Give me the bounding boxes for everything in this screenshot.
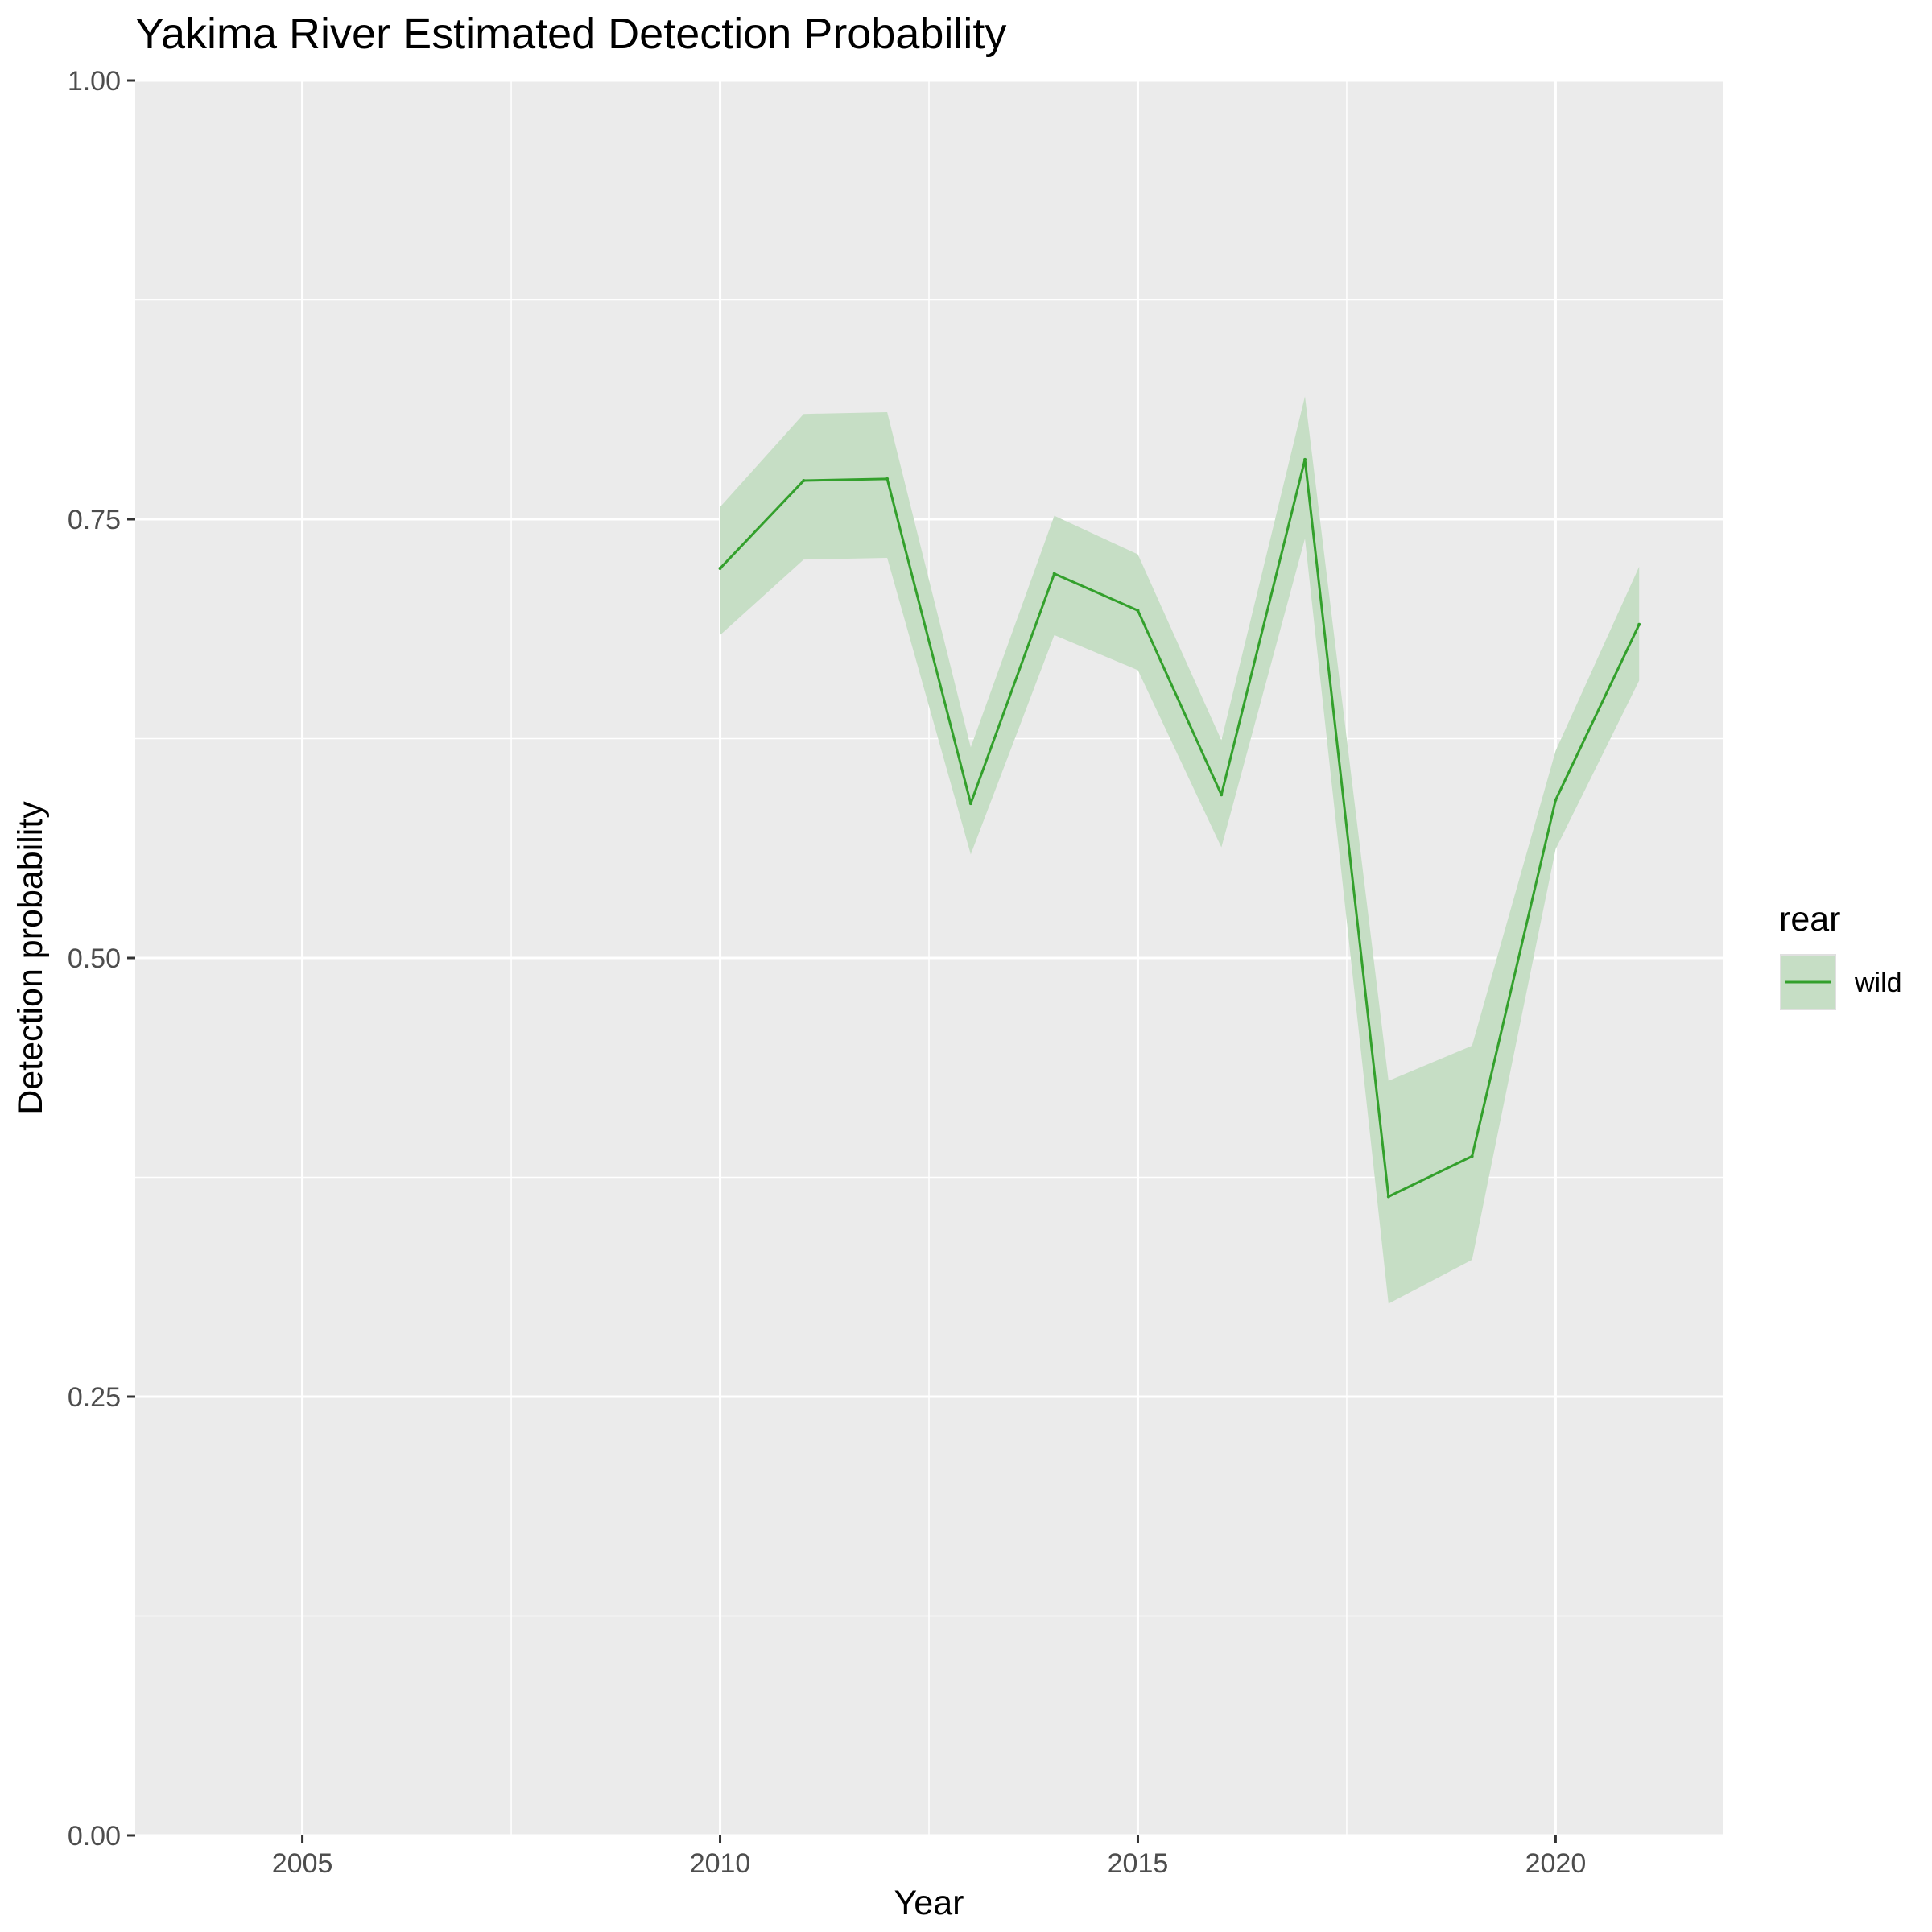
legend-title: rear bbox=[1779, 900, 1840, 939]
chart-title: Yakima River Estimated Detection Probabi… bbox=[135, 10, 1006, 58]
x-tick-label: 2010 bbox=[690, 1848, 751, 1879]
y-tick-label: 0.75 bbox=[68, 505, 121, 535]
y-tick-label: 0.00 bbox=[68, 1821, 121, 1852]
ribbon-wild bbox=[720, 396, 1640, 1304]
point-wild-2014 bbox=[1052, 572, 1056, 576]
line-wild bbox=[719, 458, 1641, 1198]
point-wild-2015 bbox=[1136, 609, 1140, 613]
legend-label-wild: wild bbox=[1854, 968, 1902, 998]
point-wild-2011 bbox=[802, 479, 806, 483]
legend: rear wild bbox=[1779, 900, 1902, 1010]
point-wild-2010 bbox=[718, 567, 722, 571]
point-wild-2020 bbox=[1554, 798, 1558, 802]
point-wild-2019 bbox=[1470, 1154, 1474, 1158]
y-tick-label: 1.00 bbox=[68, 66, 121, 97]
y-tick-label: 0.50 bbox=[68, 943, 121, 974]
point-wild-2021 bbox=[1637, 622, 1641, 626]
y-tick-label: 0.25 bbox=[68, 1382, 121, 1413]
confidence-ribbons bbox=[720, 396, 1640, 1304]
point-wild-2012 bbox=[886, 477, 890, 481]
y-axis: 0.00 0.25 0.50 0.75 1.00 bbox=[68, 66, 135, 1852]
point-wild-2016 bbox=[1220, 793, 1224, 797]
point-wild-2018 bbox=[1386, 1195, 1390, 1199]
point-wild-2017 bbox=[1303, 457, 1307, 461]
x-tick-label: 2020 bbox=[1525, 1848, 1587, 1879]
series-lines bbox=[718, 457, 1641, 1199]
grid-major bbox=[135, 79, 1723, 1837]
x-axis: 2005 2010 2015 2020 bbox=[272, 1835, 1586, 1879]
point-wild-2013 bbox=[968, 802, 972, 806]
y-axis-title: Detection probability bbox=[11, 801, 50, 1115]
x-axis-title: Year bbox=[894, 1884, 964, 1922]
x-tick-label: 2005 bbox=[272, 1848, 333, 1879]
x-tick-label: 2015 bbox=[1108, 1848, 1169, 1879]
